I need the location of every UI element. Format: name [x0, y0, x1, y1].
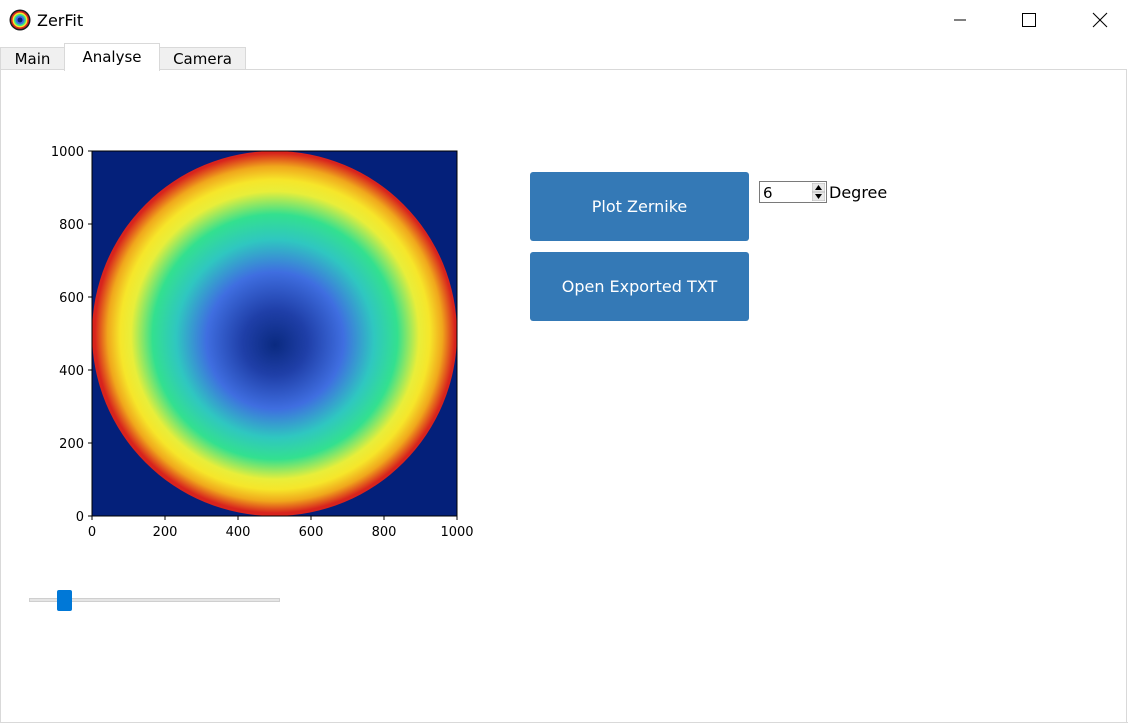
- y-axis: 0 200 400 600 800 1000: [51, 145, 92, 525]
- title-bar: ZerFit: [0, 0, 1128, 42]
- y-tick-label: 1000: [51, 145, 84, 160]
- plot-zernike-button[interactable]: Plot Zernike: [530, 172, 749, 241]
- tab-analyse[interactable]: Analyse: [64, 43, 160, 71]
- window-bottom-border: [0, 722, 1128, 723]
- spin-up-icon[interactable]: [812, 183, 825, 192]
- close-icon: [1092, 12, 1108, 28]
- maximize-icon: [1022, 13, 1036, 27]
- x-tick-label: 1000: [440, 525, 473, 540]
- y-tick-label: 200: [59, 437, 84, 452]
- tab-main[interactable]: Main: [0, 47, 65, 70]
- y-tick-label: 800: [59, 218, 84, 233]
- degree-value[interactable]: 6: [763, 184, 773, 202]
- window-title: ZerFit: [37, 11, 84, 30]
- slider-handle[interactable]: [57, 590, 73, 611]
- degree-label: Degree: [829, 183, 888, 202]
- maximize-button[interactable]: [1005, 0, 1051, 40]
- x-tick-label: 0: [88, 525, 96, 540]
- y-tick-label: 600: [59, 291, 84, 306]
- spin-down-icon[interactable]: [812, 192, 825, 201]
- y-tick-label: 0: [76, 510, 84, 525]
- x-tick-label: 400: [226, 525, 251, 540]
- tab-bar: Main Analyse Camera: [0, 43, 1128, 71]
- x-axis: 0 200 400 600 800 1000: [88, 516, 474, 540]
- open-exported-txt-button[interactable]: Open Exported TXT: [530, 252, 749, 321]
- zernike-surface: [92, 151, 457, 516]
- y-tick-label: 400: [59, 364, 84, 379]
- zernike-plot: 0 200 400 600 800 1000 0 200 400 600 800 1000: [51, 145, 474, 540]
- x-tick-label: 800: [372, 525, 397, 540]
- minimize-button[interactable]: [937, 0, 983, 40]
- slider-track[interactable]: [29, 598, 280, 602]
- axes-frame: [91, 150, 458, 517]
- degree-spinbox[interactable]: 6: [759, 181, 827, 203]
- x-tick-label: 600: [299, 525, 324, 540]
- close-button[interactable]: [1077, 0, 1123, 40]
- x-tick-label: 200: [153, 525, 178, 540]
- app-logo-icon: [9, 9, 31, 31]
- tab-camera[interactable]: Camera: [159, 47, 246, 70]
- minimize-icon: [954, 19, 966, 21]
